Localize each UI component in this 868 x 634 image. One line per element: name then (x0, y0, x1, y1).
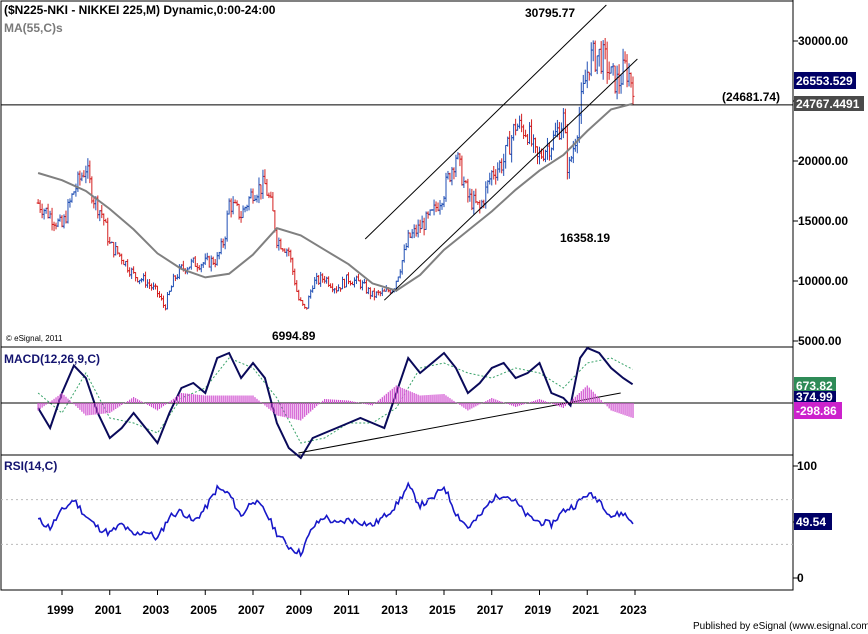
rsi-y-tick-label: 0 (797, 571, 804, 585)
price-panel (0, 0, 794, 348)
x-tick-label: 2021 (572, 603, 599, 617)
x-tick-label: 2001 (95, 603, 122, 617)
annotation-high: 30795.77 (525, 6, 575, 20)
ma-tag-box (794, 96, 864, 111)
close-tag: 26553.529 (796, 74, 853, 88)
x-tick-label: 2011 (334, 603, 360, 617)
ma-tag: 24767.4491 (796, 97, 860, 111)
x-tick-label: 2009 (286, 603, 313, 617)
macd-histogram (1, 385, 793, 421)
hist-tag-box (794, 402, 842, 419)
rsi-panel (0, 454, 794, 591)
macd-title: MACD(12,26,9,C) (4, 352, 100, 366)
macd-signal-line (37, 357, 633, 444)
rsi-tag: 49.54 (796, 515, 826, 529)
annotation-level: (24681.74) (722, 90, 780, 104)
watermark: © eSignal, 2011 (6, 334, 63, 343)
channel-lower-line (383, 58, 638, 301)
annotation-low-2020: 16358.19 (560, 231, 610, 245)
x-tick-label: 2007 (238, 603, 265, 617)
price-y-tick-label: 15000.00 (798, 214, 848, 228)
footer-credit: Published by eSignal (www.esignal.com) (693, 621, 868, 632)
macd-line (37, 346, 634, 460)
x-tick-label: 2015 (429, 603, 456, 617)
macd-tag: 374.99 (796, 390, 833, 404)
x-tick-label: 2017 (477, 603, 504, 617)
x-tick-label: 2013 (381, 603, 408, 617)
x-tick-label: 2005 (190, 603, 217, 617)
ma-legend: MA(55,C)s (4, 21, 63, 35)
channel-upper-line (364, 4, 607, 240)
indicator-lines (1, 4, 793, 558)
annotation-low-2009: 6994.89 (272, 329, 316, 343)
price-y-tick-label: 5000.00 (798, 334, 842, 348)
price-y-tick-label: 10000.00 (798, 274, 848, 288)
chart-title: ($N225-NKI - NIKKEI 225,M) Dynamic,0:00-… (4, 3, 276, 17)
close-tag-box (794, 72, 856, 89)
macd-panel (0, 346, 794, 456)
x-tick-label: 2019 (525, 603, 552, 617)
x-tick-label: 1999 (47, 603, 74, 617)
hist-tag: -298.86 (796, 404, 837, 418)
rsi-title: RSI(14,C) (4, 459, 57, 473)
rsi-y-tick-label: 100 (797, 459, 817, 473)
price-bars (36, 37, 635, 311)
x-tick-label: 2023 (620, 603, 647, 617)
ma-line (37, 102, 633, 292)
price-bar (631, 76, 635, 106)
macd-tag-box (794, 391, 836, 402)
signal-tag-box (794, 377, 836, 394)
price-y-tick-label: 30000.00 (798, 34, 848, 48)
price-y-tick-label: 20000.00 (798, 154, 848, 168)
signal-tag: 673.82 (796, 379, 833, 393)
rsi-tag-box (794, 513, 832, 530)
rsi-line (37, 481, 634, 558)
x-tick-label: 2003 (143, 603, 170, 617)
